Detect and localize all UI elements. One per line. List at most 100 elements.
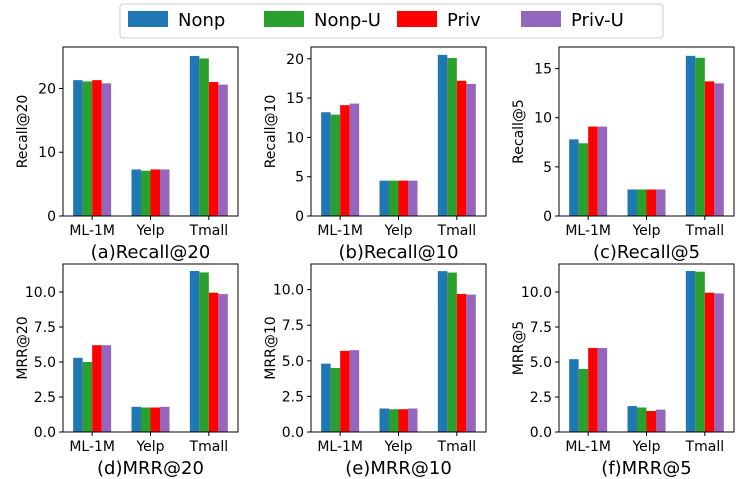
bar-priv-u-tmall xyxy=(466,83,476,216)
y-tick-label: 5.0 xyxy=(282,354,304,370)
x-tick-label: Tmall xyxy=(685,439,725,455)
y-tick-label: 2.5 xyxy=(34,390,56,406)
subplot-title: (c)Recall@5 xyxy=(593,242,700,263)
y-axis-label: Recall@20 xyxy=(15,95,31,169)
bar-nonp-ml-1m xyxy=(569,139,579,216)
bar-priv-u-tmall xyxy=(218,294,228,432)
y-tick-label: 7.5 xyxy=(34,320,56,336)
bar-nonp-tmall xyxy=(189,55,200,217)
subplot-title: (b)Recall@10 xyxy=(338,242,458,263)
chart-panel-4: 0.0 2.5 5.0 7.5 10.0 ML-1M Yelp Tmall MRR@20 (d)M… xyxy=(15,263,239,479)
y-axis-label: Recall@10 xyxy=(263,95,279,169)
x-tick-label: Tmall xyxy=(437,223,477,239)
bar-nonp-yelp xyxy=(379,180,389,216)
bar-nonp-u-yelp xyxy=(141,170,151,216)
bar-nonp-u-ml-1m xyxy=(578,143,589,216)
legend-swatch-priv-u xyxy=(521,11,561,27)
y-tick-label: 20 xyxy=(38,81,56,97)
bar-priv-yelp xyxy=(150,407,160,432)
legend-swatch-priv xyxy=(397,11,437,27)
y-tick-label: 0 xyxy=(543,209,552,225)
bar-nonp-u-tmall xyxy=(447,272,457,432)
x-tick-label: ML-1M xyxy=(317,223,363,239)
bar-nonp-yelp xyxy=(627,189,637,216)
bar-priv-u-yelp xyxy=(408,408,418,432)
bar-nonp-u-tmall xyxy=(695,57,705,217)
y-tick-label: 2.5 xyxy=(530,390,552,406)
x-tick-label: ML-1M xyxy=(69,223,115,239)
y-axis-label: MRR@10 xyxy=(263,316,279,379)
bar-nonp-u-yelp xyxy=(141,407,151,432)
x-tick-label: Yelp xyxy=(383,223,412,239)
chart-panel-3: 0 5 10 15 ML-1M Yelp Tmall Recall@5 (c)Recall@5 xyxy=(511,46,735,263)
bar-nonp-u-ml-1m xyxy=(82,362,93,432)
legend: Nonp Nonp-U Priv Priv-U xyxy=(119,3,664,39)
bar-nonp-u-tmall xyxy=(447,58,457,216)
y-tick-label: 15 xyxy=(286,91,304,107)
y-tick-label: 0.0 xyxy=(34,425,56,441)
bar-priv-ml-1m xyxy=(92,345,102,432)
x-tick-label: Tmall xyxy=(189,439,229,455)
x-tick-label: Yelp xyxy=(135,223,164,239)
bar-priv-u-ml-1m xyxy=(349,350,360,432)
y-tick-label: 0.0 xyxy=(282,425,304,441)
bar-nonp-tmall xyxy=(685,55,696,217)
bar-nonp-u-tmall xyxy=(199,58,209,216)
bar-nonp-u-tmall xyxy=(199,272,209,432)
legend-label: Priv xyxy=(447,10,481,31)
x-tick-label: Yelp xyxy=(631,439,660,455)
bar-priv-ml-1m xyxy=(340,350,350,432)
y-tick-label: 10 xyxy=(286,130,304,146)
bar-priv-u-tmall xyxy=(714,293,724,432)
subplot-title: (d)MRR@20 xyxy=(97,458,204,479)
bar-nonp-tmall xyxy=(437,271,448,432)
bar-nonp-u-yelp xyxy=(637,189,647,216)
chart-panel-6: 0.0 2.5 5.0 7.5 10.0 ML-1M Yelp Tmall MRR@5 (f)MR… xyxy=(511,263,735,479)
bar-nonp-yelp xyxy=(131,169,141,216)
y-tick-label: 10.0 xyxy=(521,285,552,301)
bar-priv-u-ml-1m xyxy=(101,83,112,216)
legend-label: Priv-U xyxy=(571,10,624,31)
bar-priv-u-yelp xyxy=(656,189,666,216)
bar-nonp-ml-1m xyxy=(73,357,83,432)
chart-panel-2: 0 5 10 15 20 ML-1M Yelp Tmall Recall@10 (b)Recall… xyxy=(263,46,487,263)
y-tick-label: 15 xyxy=(534,62,552,78)
bar-nonp-ml-1m xyxy=(569,359,579,432)
bar-priv-u-yelp xyxy=(160,406,170,432)
x-tick-label: Tmall xyxy=(685,223,725,239)
bar-nonp-tmall xyxy=(437,54,448,216)
bar-priv-tmall xyxy=(704,81,715,217)
bar-priv-tmall xyxy=(456,80,467,216)
bar-priv-yelp xyxy=(646,189,656,216)
y-tick-label: 2.5 xyxy=(282,389,304,405)
x-tick-label: ML-1M xyxy=(317,439,363,455)
bar-priv-tmall xyxy=(456,293,467,432)
y-tick-label: 5.0 xyxy=(530,355,552,371)
legend-label: Nonp xyxy=(178,10,225,31)
bar-priv-yelp xyxy=(150,169,160,216)
bar-nonp-u-yelp xyxy=(637,407,647,432)
legend-swatch-nonp xyxy=(128,11,168,27)
bar-nonp-u-ml-1m xyxy=(330,114,341,216)
bar-priv-tmall xyxy=(208,292,219,432)
bar-nonp-yelp xyxy=(627,406,637,432)
y-tick-label: 20 xyxy=(286,52,304,68)
bar-priv-u-ml-1m xyxy=(597,126,608,216)
bar-priv-ml-1m xyxy=(588,126,598,216)
x-tick-label: Yelp xyxy=(135,439,164,455)
y-tick-label: 5.0 xyxy=(34,355,56,371)
y-tick-label: 7.5 xyxy=(282,318,304,334)
y-axis-label: Recall@5 xyxy=(511,99,527,164)
bar-priv-u-tmall xyxy=(466,294,476,432)
y-tick-label: 10 xyxy=(38,145,56,161)
x-tick-label: ML-1M xyxy=(69,439,115,455)
bar-priv-u-ml-1m xyxy=(597,348,608,432)
subplot-title: (e)MRR@10 xyxy=(345,458,452,479)
subplot-title: (f)MRR@5 xyxy=(601,458,691,479)
x-tick-label: Tmall xyxy=(189,223,229,239)
x-tick-label: Yelp xyxy=(383,439,412,455)
chart-panel-5: 0.0 2.5 5.0 7.5 10.0 ML-1M Yelp Tmall MRR@10 (e)M… xyxy=(263,263,487,479)
bar-nonp-u-tmall xyxy=(695,271,705,432)
x-tick-label: Yelp xyxy=(631,223,660,239)
